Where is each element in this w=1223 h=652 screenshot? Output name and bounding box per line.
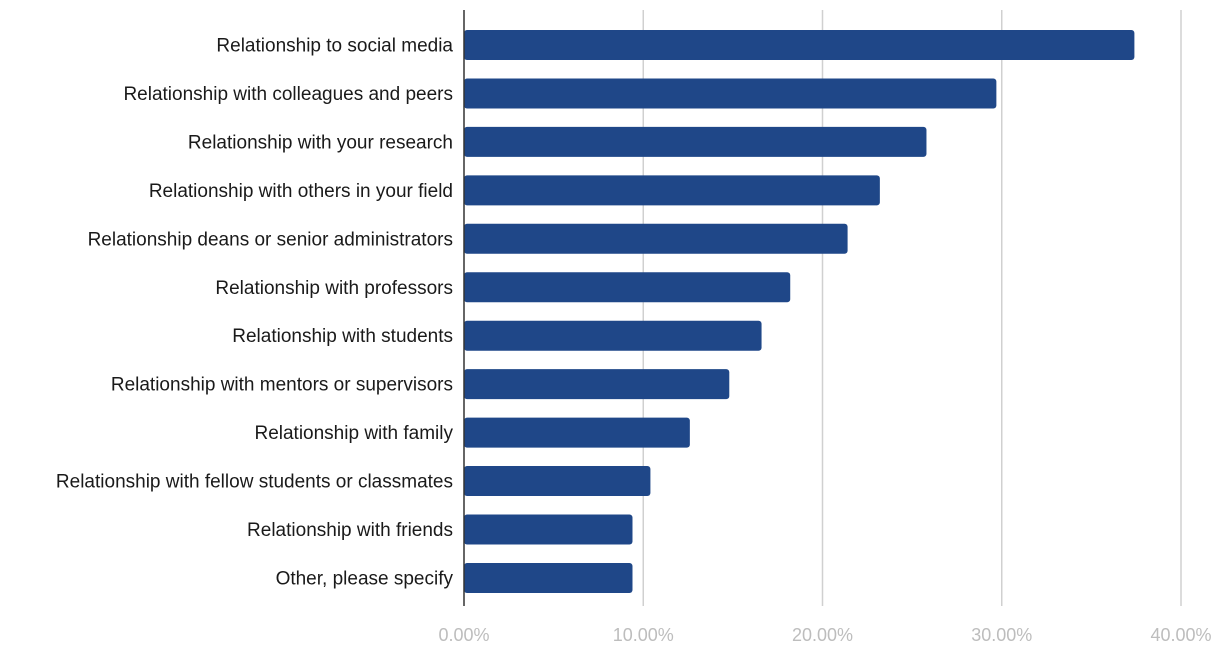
category-label: Other, please specify [276,568,454,589]
bar [464,417,690,448]
bar [464,126,927,157]
x-tick-label: 20.00% [792,625,853,645]
bar [464,562,633,593]
category-label: Relationship with your research [188,132,453,153]
bar [464,272,791,303]
bar [464,223,848,254]
x-tick-label: 0.00% [438,625,489,645]
x-tick-label: 10.00% [613,625,674,645]
category-label: Relationship with mentors or supervisors [111,375,453,396]
category-label: Relationship with family [254,423,453,444]
bar [464,175,880,206]
bar [464,30,1135,60]
category-label: Relationship with fellow students or cla… [56,472,453,493]
category-label: Relationship with friends [247,520,453,541]
category-label: Relationship with colleagues and peers [123,84,453,105]
x-axis-ticks: 0.00% 10.00% 20.00% 30.00% 40.00% [438,625,1211,645]
grid-layer [642,10,1182,606]
x-tick-label: 40.00% [1150,625,1211,645]
bar [464,78,997,109]
bars-layer [464,30,1135,593]
bar [464,514,633,545]
bar [464,466,651,497]
category-label: Relationship deans or senior administrat… [88,229,453,250]
bar [464,369,730,400]
x-tick-label: 30.00% [971,625,1032,645]
bar [464,320,762,351]
category-labels: Relationship to social media Relationship… [56,36,454,590]
category-label: Relationship to social media [216,36,453,57]
category-label: Relationship with others in your field [149,181,453,202]
category-label: Relationship with professors [215,278,453,299]
category-label: Relationship with students [232,326,453,347]
